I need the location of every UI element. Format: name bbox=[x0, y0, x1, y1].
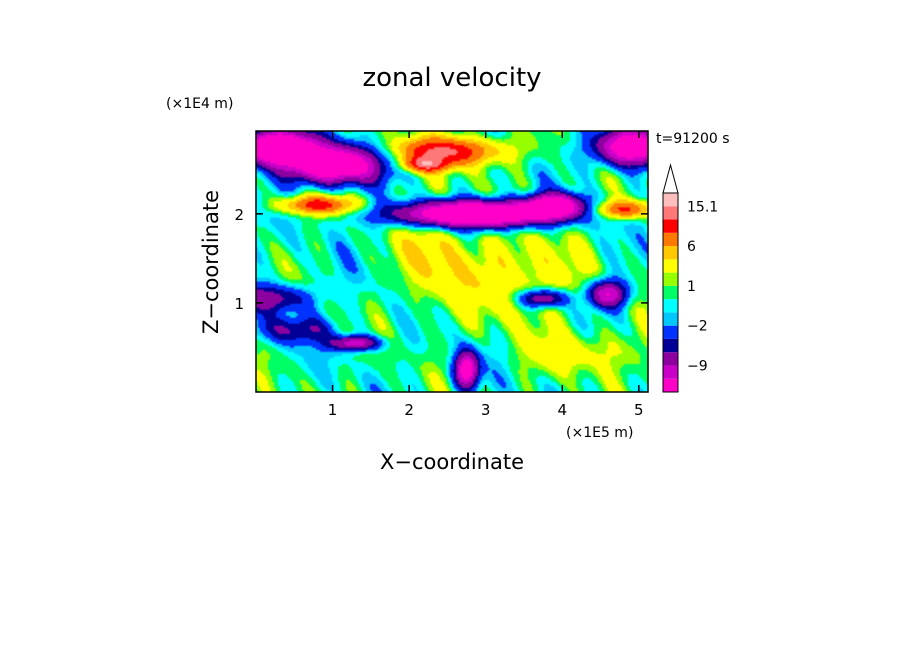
colorbar-swatch bbox=[663, 206, 678, 220]
y-unit-label: (×1E4 m) bbox=[166, 96, 233, 112]
colorbar-swatch bbox=[663, 259, 678, 273]
colorbar-swatch bbox=[663, 325, 678, 339]
colorbar-swatch bbox=[663, 246, 678, 260]
colorbar-swatch bbox=[663, 285, 678, 300]
x-tick-label: 5 bbox=[634, 401, 644, 419]
y-axis-title: Z−coordinate bbox=[199, 190, 223, 334]
colorbar-swatch bbox=[663, 352, 678, 366]
y-tick-label: 2 bbox=[234, 206, 244, 224]
colorbar-label: 1 bbox=[687, 279, 696, 295]
colorbar: 15.1 6 1 −2 −9 bbox=[662, 163, 718, 393]
colorbar-swatch bbox=[663, 193, 678, 207]
y-axis: 12 bbox=[234, 206, 648, 313]
colorbar-label: −2 bbox=[687, 319, 708, 335]
colorbar-swatch bbox=[663, 365, 678, 379]
colorbar-swatch bbox=[663, 232, 678, 247]
colorbar-overflow-arrow bbox=[662, 163, 679, 194]
colorbar-swatch bbox=[663, 378, 678, 392]
colorbar-label: −9 bbox=[687, 358, 708, 374]
x-tick-label: 4 bbox=[557, 401, 567, 419]
x-tick-label: 2 bbox=[404, 401, 414, 419]
velocity-field-image bbox=[256, 131, 648, 392]
x-axis: 1 2 3 4 5 bbox=[328, 131, 644, 419]
colorbar-swatch bbox=[663, 299, 678, 313]
plot-frame bbox=[255, 130, 649, 393]
colorbar-swatch bbox=[663, 219, 678, 233]
chart-title: zonal velocity bbox=[362, 63, 541, 93]
colorbar-swatch bbox=[663, 312, 678, 326]
colorbar-label: 6 bbox=[687, 239, 696, 255]
time-label: t=91200 s bbox=[656, 131, 730, 147]
colorbar-frame bbox=[662, 192, 679, 393]
velocity-field bbox=[256, 131, 648, 392]
x-tick-label: 3 bbox=[481, 401, 491, 419]
x-tick-label: 1 bbox=[328, 401, 338, 419]
x-axis-title: X−coordinate bbox=[380, 450, 524, 474]
colorbar-label: 15.1 bbox=[687, 199, 718, 215]
colorbar-swatch bbox=[663, 272, 678, 286]
x-unit-label: (×1E5 m) bbox=[566, 425, 633, 441]
y-tick-label: 1 bbox=[234, 295, 244, 313]
colorbar-swatch bbox=[663, 338, 678, 353]
